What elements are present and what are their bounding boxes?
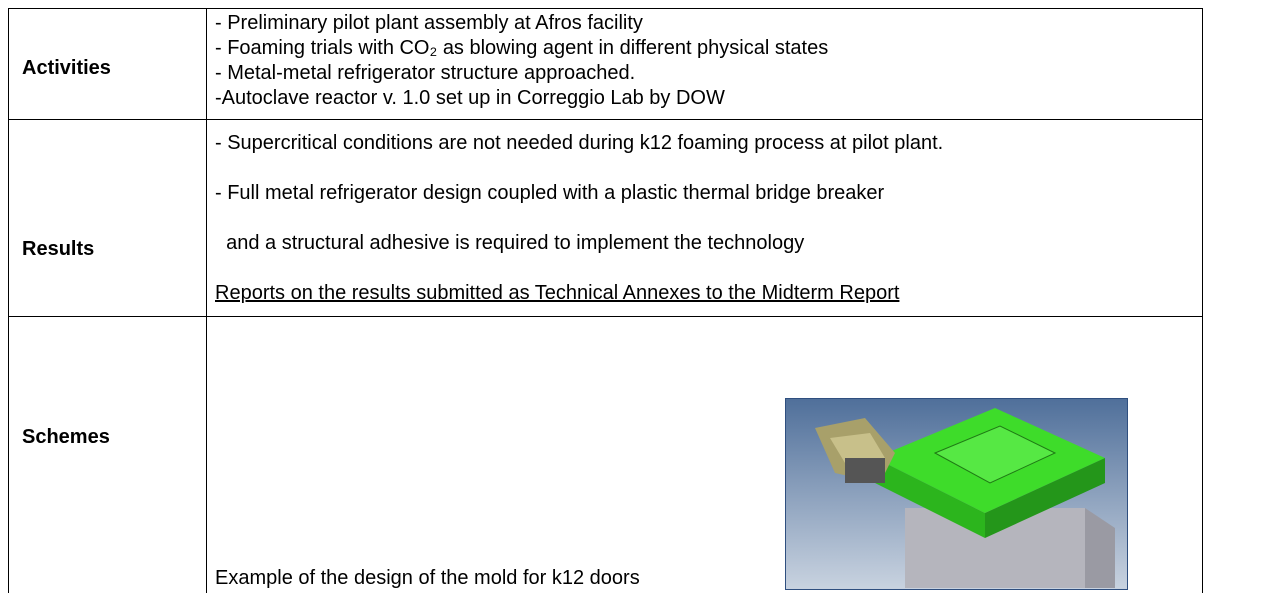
line: - Preliminary pilot plant assembly at Af… (215, 11, 643, 35)
line: -Autoclave reactor v. 1.0 set up in Corr… (215, 86, 725, 110)
border (8, 8, 9, 593)
line: and a structural adhesive is required to… (215, 231, 804, 255)
line: - Foaming trials with CO₂ as blowing age… (215, 36, 828, 60)
line: - Supercritical conditions are not neede… (215, 131, 943, 155)
mold-image (785, 398, 1128, 590)
border (8, 119, 1203, 120)
line: - Full metal refrigerator design coupled… (215, 181, 884, 205)
border (1202, 8, 1203, 593)
caption: Example of the design of the mold for k1… (215, 566, 640, 590)
row-label: Schemes (22, 425, 110, 449)
link-line: Reports on the results submitted as Tech… (215, 281, 899, 305)
border (206, 8, 207, 593)
line: - Metal-metal refrigerator structure app… (215, 61, 635, 85)
page: {"table": {"rows": [ {"label": "Activiti… (0, 0, 1279, 593)
border (8, 8, 1203, 9)
border (8, 316, 1203, 317)
row-label: Results (22, 237, 94, 261)
row-label: Activities (22, 56, 111, 80)
